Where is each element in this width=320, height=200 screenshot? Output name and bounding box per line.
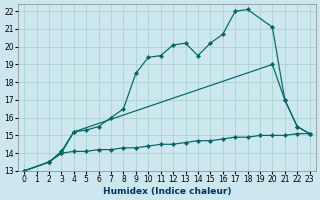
X-axis label: Humidex (Indice chaleur): Humidex (Indice chaleur)	[103, 187, 231, 196]
